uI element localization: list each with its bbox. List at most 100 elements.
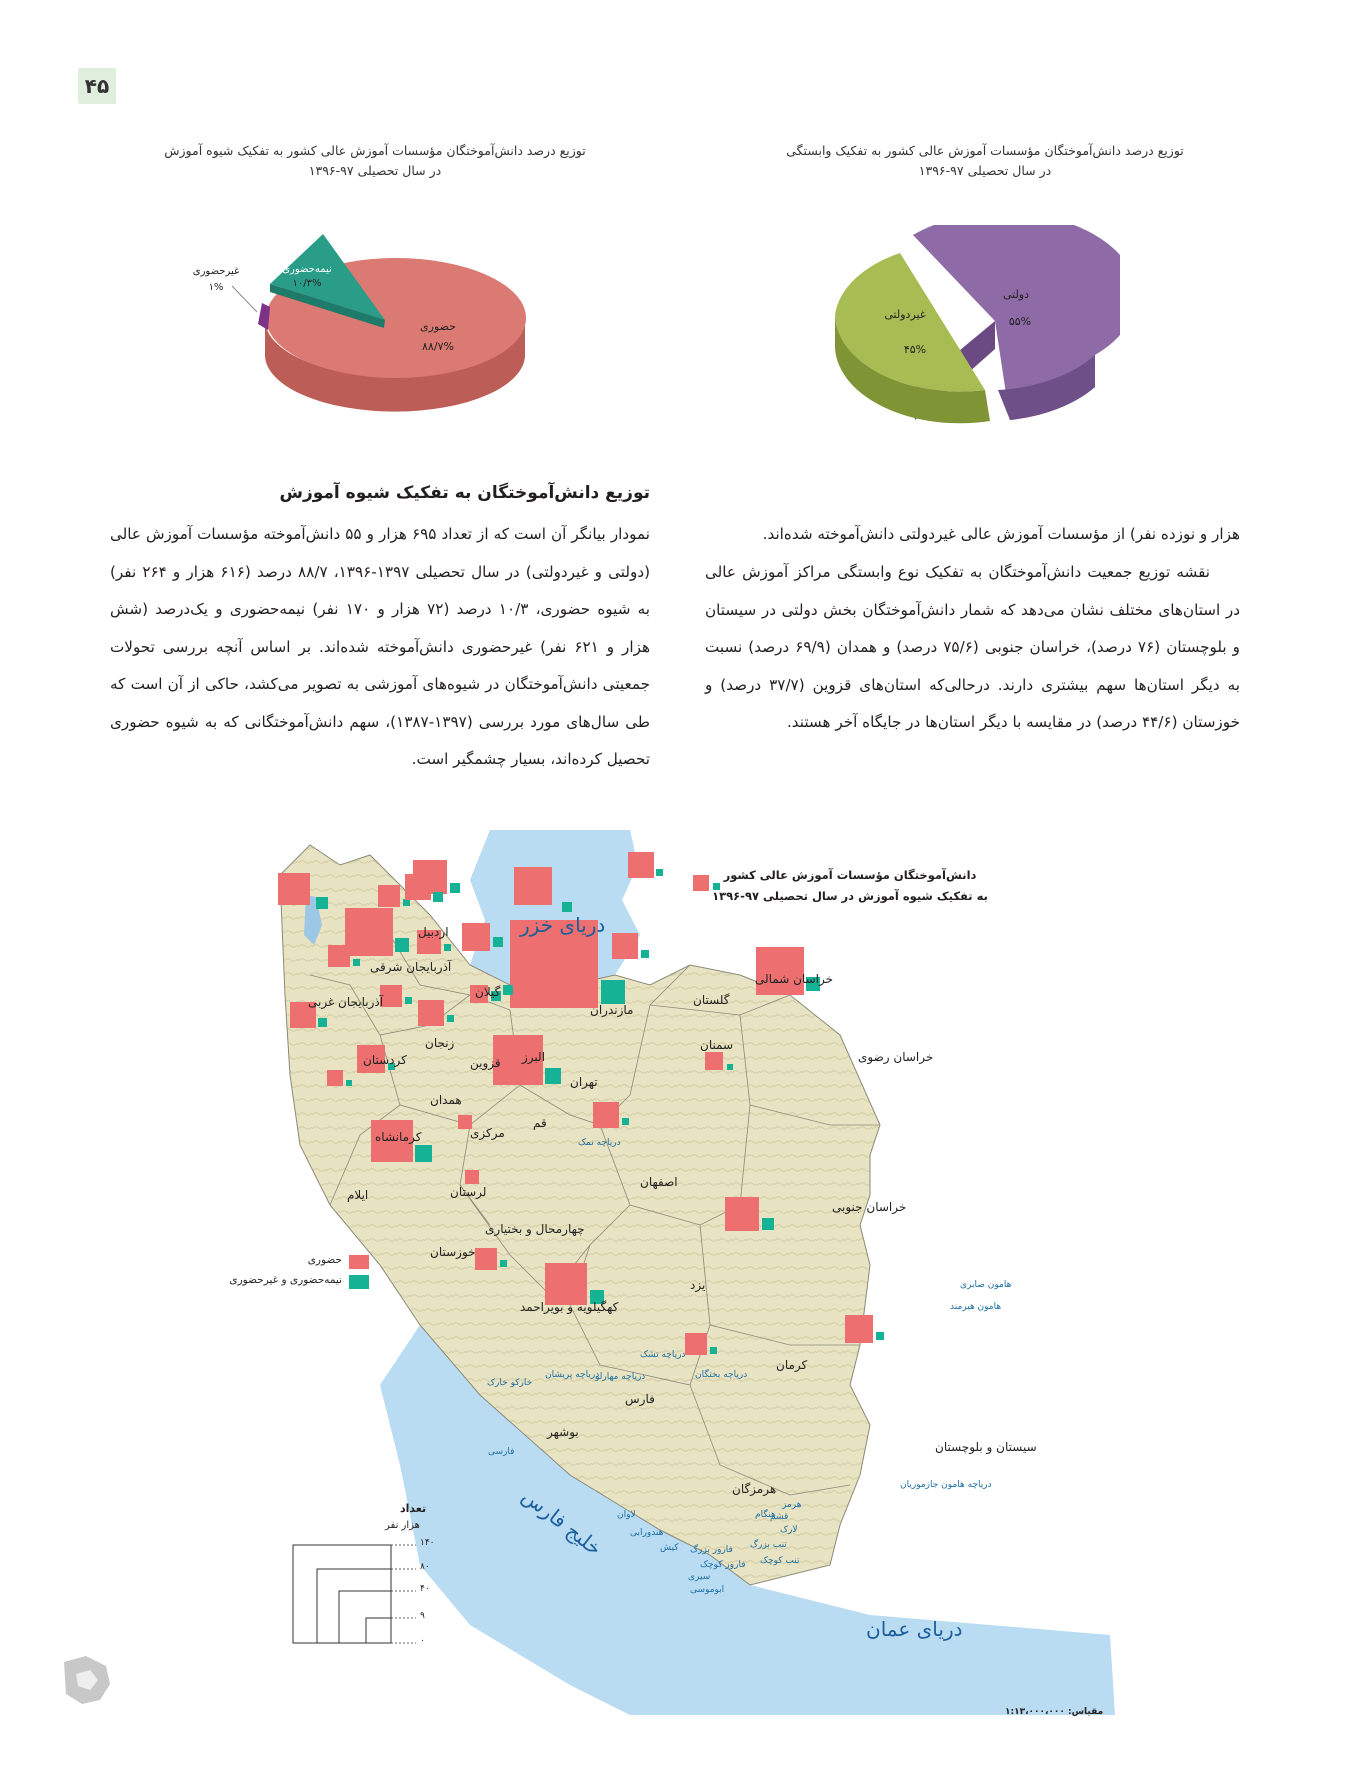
square-kohgiluyeh-in-person (465, 1170, 479, 1184)
square-lorestan-semi (388, 1063, 395, 1070)
square-khuzestan-in-person (371, 1120, 413, 1162)
square-isfahan-in-person (493, 1035, 543, 1085)
province-label: خوزستان (430, 1245, 476, 1259)
pie-slice-semi-side (270, 284, 385, 328)
province-label: اردبیل (418, 925, 449, 939)
square-east-azarbaijan-in-person (345, 908, 393, 956)
water-label: دریاچه پریشان (545, 1370, 600, 1380)
size-tick-40: ۴۰ (420, 1584, 430, 1594)
square-hamedan-semi (405, 997, 412, 1004)
pie-chart-mode: حضوری ۸۸/۷% نیمه‌حضوری ۱۰/۳% غیرحضوری ۱% (193, 234, 526, 412)
water-label: دریاچه بختگان (695, 1370, 748, 1380)
province-label: قم (533, 1116, 547, 1130)
water-label: فارور بزرگ (690, 1545, 733, 1555)
pie-slice-non-governmental (835, 253, 985, 392)
square-chaharmahal-in-person (458, 1115, 472, 1129)
section-heading: توزیع دانش‌آموختگان به تفکیک شیوه آموزش (279, 483, 650, 503)
province-label: هرمزگان (732, 1482, 777, 1496)
water-label: هندورابی (630, 1528, 664, 1538)
size-legend-unit: هزار نفر (385, 1520, 420, 1531)
persian-gulf (380, 1325, 1115, 1715)
province-label: سیستان و بلوچستان (935, 1440, 1037, 1454)
square-west-azarbaijan-in-person (278, 873, 310, 905)
water-label: دریاچه تشک (640, 1350, 686, 1360)
province-label: یزد (690, 1278, 706, 1292)
water-label: لاوان (617, 1510, 636, 1520)
square-markazi-in-person (418, 1000, 444, 1026)
square-qom-semi (491, 991, 501, 1001)
province-label: فارس (625, 1392, 655, 1406)
square-south-khorasan-in-person (705, 1052, 723, 1070)
size-legend-square-40 (338, 1590, 392, 1644)
publisher-logo (64, 1656, 110, 1704)
province-label: زنجان (425, 1036, 455, 1050)
legend-swatch-in-person (349, 1255, 369, 1269)
province-label: خراسان شمالی (755, 972, 834, 986)
size-tick-140: ۱۴۰ (420, 1538, 435, 1548)
pie-pointer-line (231, 285, 258, 313)
square-isfahan-semi (545, 1068, 561, 1084)
size-legend-title: تعداد (400, 1502, 427, 1515)
province-label: ایلام (347, 1188, 369, 1202)
legend-swatch-semi (349, 1275, 369, 1289)
square-sistan-semi (876, 1332, 884, 1340)
pie-label-non: غیرحضوری (193, 266, 239, 277)
square-bushehr-in-person (475, 1248, 497, 1270)
chart-mode-title: توزیع درصد دانش‌آموختگان مؤسسات آموزش عا… (160, 141, 590, 181)
pie-slice-non-governmental-side (834, 315, 990, 424)
square-hormozgan-in-person (685, 1333, 707, 1355)
square-fars-in-person (545, 1263, 587, 1305)
square-mazandaran-semi (562, 902, 572, 912)
province-label: قزوین (470, 1056, 501, 1070)
square-ilam-in-person (327, 1070, 343, 1086)
province-label: اصفهان (640, 1175, 678, 1189)
size-tick-0: ۰ (420, 1636, 425, 1646)
square-hormozgan-semi (710, 1347, 717, 1354)
chart-affiliation-title: توزیع درصد دانش‌آموختگان مؤسسات آموزش عا… (760, 141, 1210, 181)
square-gilan-semi-2 (503, 985, 513, 995)
pie-slice-non-in-person (258, 303, 270, 330)
square-north-khorasan-in-person (693, 875, 709, 891)
size-tick-80: ۸۰ (420, 1562, 430, 1572)
right-paragraph: نقشه توزیع جمعیت دانش‌آموختگان به تفکیک … (705, 563, 1240, 731)
square-ardabil-semi (433, 892, 443, 902)
square-semnan-semi (641, 950, 649, 958)
province-label: البرز (522, 1050, 546, 1064)
water-label: دریاچه مهارلو (595, 1372, 646, 1382)
square-bushehr-semi (500, 1260, 507, 1267)
legend-label-semi: نیمه‌حضوری و غیرحضوری (229, 1274, 342, 1286)
square-gilan-semi (450, 883, 460, 893)
province-label: مرکزی (470, 1126, 505, 1140)
square-tehran-in-person (510, 920, 598, 1008)
square-ardabil-in-person (405, 874, 431, 900)
province-label: مازندران (590, 1003, 634, 1017)
square-north-khorasan-semi (713, 883, 720, 890)
province-label: آذربایجان غربی (308, 995, 384, 1009)
map-title: دانش‌آموختگان مؤسسات آموزش عالی کشور به … (700, 865, 1000, 907)
square-sistan-in-person (845, 1315, 873, 1343)
caspian-label: دریای خزر (520, 913, 606, 937)
pie-slice-governmental (913, 225, 1120, 420)
water-label: هنگام (755, 1510, 776, 1520)
water-label: سیری (688, 1572, 711, 1582)
water-label: ابوموسی (690, 1585, 725, 1595)
pie-slice-governmental-side2 (998, 355, 1095, 420)
square-fars-semi (590, 1290, 604, 1304)
pie-chart-affiliation: دولتی ۵۵% غیردولتی ۴۵% (834, 225, 1120, 424)
pie-value-governmental: ۵۵% (1009, 315, 1031, 328)
square-lorestan-in-person (357, 1045, 385, 1073)
size-legend-leaders (391, 1544, 416, 1644)
iran-landmass (279, 844, 881, 1586)
square-mazandaran-in-person (514, 867, 552, 905)
size-legend-square-80 (316, 1568, 392, 1644)
map-title-line2: به تفکیک شیوه آموزش در سال تحصیلی ۹۷-۱۳۹… (712, 889, 988, 903)
pie-value-non: ۱% (209, 282, 224, 293)
pie-value-semi: ۱۰/۳% (293, 278, 322, 289)
province-label: کرمان (776, 1358, 808, 1372)
square-ilam-semi (346, 1080, 352, 1086)
water-label: دریاچه هامون جازموریان (900, 1480, 992, 1490)
square-alborz-semi (493, 937, 503, 947)
square-markazi-semi (447, 1015, 454, 1022)
square-yazd-semi (622, 1118, 629, 1125)
square-hamedan-in-person (380, 985, 402, 1007)
